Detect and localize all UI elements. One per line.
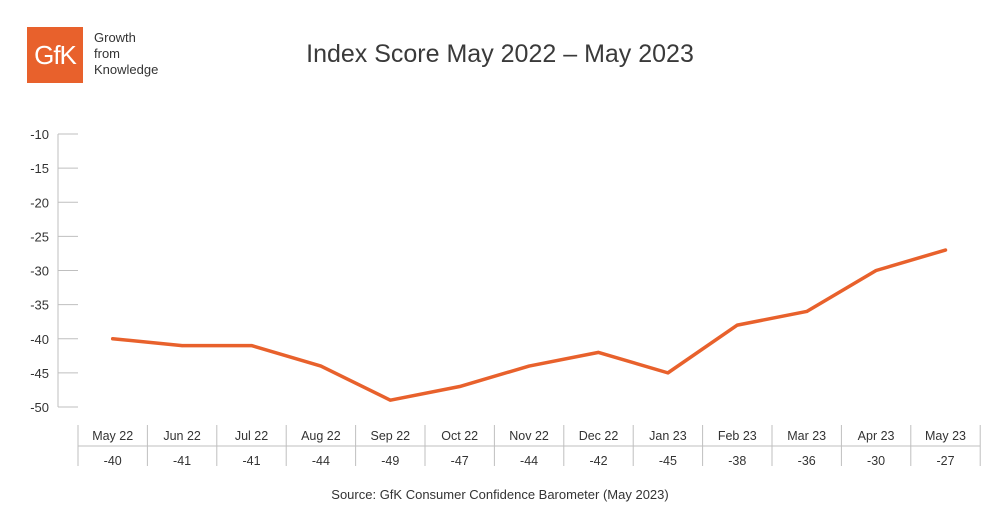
y-tick-label: -30: [30, 264, 49, 279]
table-value-label: -45: [659, 454, 677, 468]
y-tick-label: -10: [30, 127, 49, 142]
data-point: [527, 364, 531, 368]
tagline-line-3: Knowledge: [94, 62, 159, 77]
x-category-label: Sep 22: [370, 429, 410, 443]
logo-tagline: Growth from Knowledge: [94, 30, 158, 78]
x-category-label: Jul 22: [235, 429, 268, 443]
x-category-label: Feb 23: [718, 429, 757, 443]
table-value-label: -42: [589, 454, 607, 468]
x-category-label: May 23: [925, 429, 966, 443]
x-category-label: Oct 22: [441, 429, 478, 443]
gfk-logo: GfK Growth from Knowledge: [27, 27, 158, 83]
table-value-label: -38: [728, 454, 746, 468]
data-point: [805, 309, 809, 313]
y-tick-label: -35: [30, 298, 49, 313]
table-value-label: -49: [381, 454, 399, 468]
tagline-line-1: Growth: [94, 30, 136, 45]
table-value-label: -40: [104, 454, 122, 468]
tagline-line-2: from: [94, 46, 120, 61]
series-line-index-score: [110, 248, 948, 402]
source-note: Source: GfK Consumer Confidence Baromete…: [331, 487, 669, 502]
data-point: [250, 344, 253, 348]
data-point: [111, 337, 115, 341]
y-tick-label: -50: [30, 400, 49, 415]
x-category-label: Aug 22: [301, 429, 341, 443]
chart-title: Index Score May 2022 – May 2023: [306, 40, 694, 68]
data-point: [874, 269, 878, 272]
data-point: [319, 364, 323, 368]
y-tick-label: -40: [30, 332, 49, 347]
y-tick-label: -45: [30, 366, 49, 381]
y-tick-label: -25: [30, 229, 49, 244]
x-category-label: May 22: [92, 429, 133, 443]
table-value-label: -30: [867, 454, 885, 468]
data-point: [180, 344, 184, 348]
y-tick-label: -20: [30, 195, 49, 210]
data-point: [735, 323, 739, 327]
table-value-label: -41: [242, 454, 260, 468]
gfk-logo-mark: GfK: [27, 27, 83, 83]
table-value-label: -27: [936, 454, 954, 468]
data-point: [458, 385, 462, 389]
y-tick-label: -15: [30, 161, 49, 176]
table-value-label: -47: [451, 454, 469, 468]
data-point: [944, 248, 947, 252]
data-point: [597, 350, 600, 354]
x-category-label: Nov 22: [509, 429, 549, 443]
table-value-label: -41: [173, 454, 191, 468]
table-value-label: -44: [520, 454, 538, 468]
x-category-label: Mar 23: [787, 429, 826, 443]
data-point: [666, 371, 670, 375]
table-value-label: -44: [312, 454, 330, 468]
x-category-label: Jun 22: [163, 429, 201, 443]
data-point: [388, 398, 392, 402]
table-value-label: -36: [798, 454, 816, 468]
x-category-label: Jan 23: [649, 429, 687, 443]
x-category-label: Dec 22: [579, 429, 619, 443]
x-category-label: Apr 23: [858, 429, 895, 443]
